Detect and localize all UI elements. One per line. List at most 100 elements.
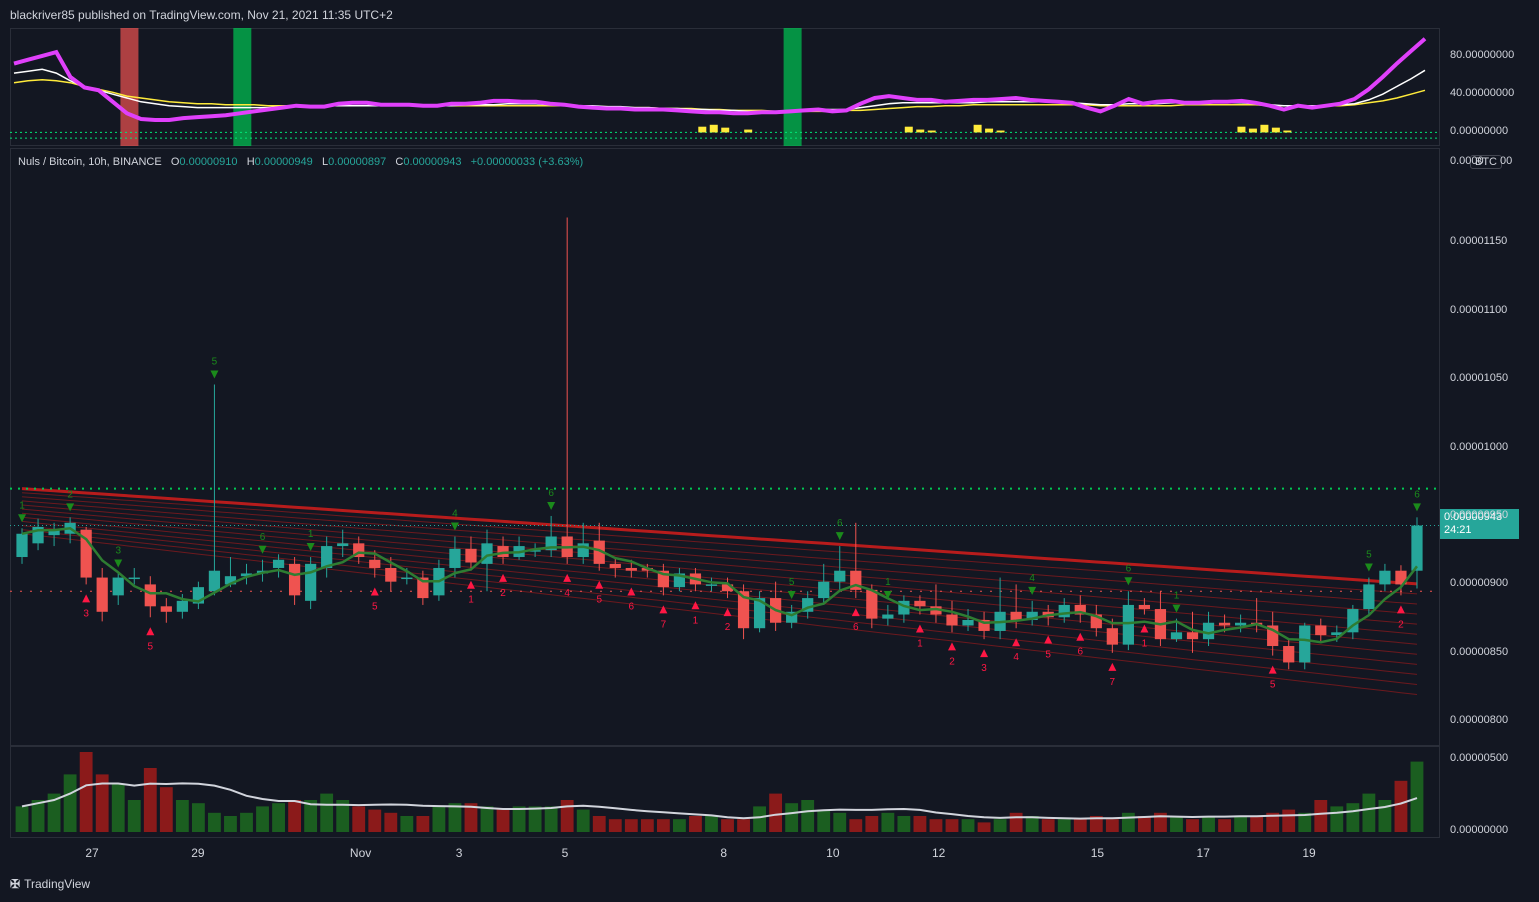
buy-count-marker bbox=[210, 370, 219, 379]
volume-bar bbox=[512, 806, 526, 832]
buy-count-marker bbox=[1412, 503, 1421, 512]
volume-bar bbox=[801, 800, 815, 832]
sell-count-marker bbox=[1076, 632, 1085, 641]
buy-count-marker bbox=[18, 514, 27, 523]
candle-body bbox=[240, 573, 253, 577]
bar-countdown: 24:21 bbox=[1444, 524, 1472, 536]
candle-body bbox=[914, 600, 926, 607]
candle-body bbox=[593, 540, 605, 564]
buy-count-label: 1 bbox=[308, 529, 314, 540]
volume-bar bbox=[817, 809, 831, 832]
sell-count-label: 1 bbox=[1142, 639, 1148, 650]
osc-axis-tick: 0.00000000 bbox=[1450, 125, 1509, 138]
candle-body bbox=[160, 606, 172, 612]
sell-count-label: 2 bbox=[1398, 619, 1404, 630]
candle-body bbox=[657, 570, 669, 588]
sell-count-label: 2 bbox=[725, 622, 731, 633]
candle-body bbox=[1379, 570, 1391, 585]
buy-count-marker bbox=[450, 522, 459, 531]
candle-body bbox=[673, 573, 686, 588]
osc-bar bbox=[973, 124, 982, 133]
candle-body bbox=[834, 570, 846, 582]
low-value: 0.00000897 bbox=[328, 156, 387, 168]
volume-bar bbox=[15, 806, 29, 832]
sell-count-label: 3 bbox=[981, 663, 987, 674]
buy-count-label: 6 bbox=[548, 488, 554, 499]
candle-body bbox=[144, 584, 156, 607]
candle-body bbox=[1395, 570, 1407, 585]
buy-count-label: 1 bbox=[1174, 591, 1180, 602]
buy-count-marker bbox=[1364, 563, 1373, 572]
candle-body bbox=[737, 591, 750, 629]
volume-bar bbox=[1137, 816, 1151, 832]
candle-body bbox=[176, 600, 188, 612]
volume-bar bbox=[143, 768, 157, 832]
currency-badge[interactable]: BTC bbox=[1470, 155, 1502, 169]
candle-body bbox=[1315, 625, 1327, 636]
volume-bar bbox=[1202, 816, 1215, 832]
ribbon-band bbox=[21, 512, 1418, 645]
volume-bar bbox=[63, 774, 77, 832]
buy-count-marker bbox=[835, 532, 844, 541]
time-axis-label: 27 bbox=[85, 846, 99, 860]
candle-body bbox=[1411, 525, 1423, 571]
volume-bar bbox=[624, 819, 638, 832]
volume-bar bbox=[865, 816, 879, 832]
sell-count-label: 2 bbox=[949, 656, 955, 667]
volume-bar bbox=[208, 812, 221, 832]
price-panel[interactable] bbox=[10, 148, 1440, 746]
volume-bar bbox=[1186, 819, 1199, 832]
buy-count-label: 6 bbox=[1126, 563, 1132, 574]
time-axis-label: 15 bbox=[1090, 846, 1105, 860]
candle-body bbox=[1170, 632, 1183, 640]
sell-count-marker bbox=[1012, 638, 1021, 647]
osc-axis-tick: 80.00000000 bbox=[1450, 48, 1515, 61]
candle-body bbox=[802, 598, 814, 612]
candle-body bbox=[577, 543, 589, 558]
osc-bar bbox=[1237, 126, 1246, 133]
time-axis-label: 17 bbox=[1196, 846, 1210, 860]
candle-body bbox=[1267, 625, 1279, 647]
volume-bar bbox=[1298, 812, 1312, 832]
volume-bar bbox=[79, 752, 93, 832]
buy-count-label: 4 bbox=[1029, 573, 1035, 584]
osc-bar bbox=[721, 127, 730, 133]
buy-count-label: 1 bbox=[19, 500, 25, 511]
price-axis-tick-suffix: 00 bbox=[1500, 155, 1513, 167]
sell-count-label: 6 bbox=[853, 622, 859, 633]
sell-count-marker bbox=[659, 605, 668, 614]
candle-body bbox=[305, 563, 317, 601]
sell-count-marker bbox=[563, 573, 572, 582]
buy-count-label: 5 bbox=[1366, 550, 1372, 561]
sell-count-label: 7 bbox=[661, 619, 667, 630]
volume-bar bbox=[95, 774, 109, 832]
ribbon-band bbox=[21, 516, 1418, 655]
volume-bar bbox=[769, 793, 783, 832]
volume-bar bbox=[159, 787, 173, 832]
buy-count-marker bbox=[306, 543, 315, 552]
volume-bar bbox=[1314, 800, 1328, 832]
fast-ma-line bbox=[21, 527, 1418, 644]
volume-bar bbox=[1378, 800, 1392, 832]
candle-body bbox=[481, 543, 493, 564]
volume-bar bbox=[416, 816, 430, 832]
candle-body bbox=[1106, 628, 1118, 645]
osc-bar bbox=[1248, 128, 1257, 133]
volume-bar bbox=[528, 806, 542, 832]
low-label: L bbox=[321, 156, 329, 168]
buy-count-label: 6 bbox=[260, 532, 266, 543]
candle-body bbox=[1331, 632, 1343, 636]
high-label: H bbox=[246, 156, 255, 168]
sell-count-label: 5 bbox=[148, 641, 154, 652]
volume-bar bbox=[737, 819, 750, 832]
candle-body bbox=[1283, 646, 1295, 663]
candle-body bbox=[705, 584, 718, 586]
footer-brand[interactable]: ✠ TradingView bbox=[10, 877, 90, 891]
price-axis-tick: 0.00001100 bbox=[1450, 303, 1508, 316]
buy-count-marker bbox=[258, 545, 267, 554]
volume-bar bbox=[1250, 816, 1264, 832]
sell-count-marker bbox=[915, 624, 924, 633]
volume-bar bbox=[721, 819, 734, 832]
volume-bar bbox=[1410, 761, 1424, 832]
